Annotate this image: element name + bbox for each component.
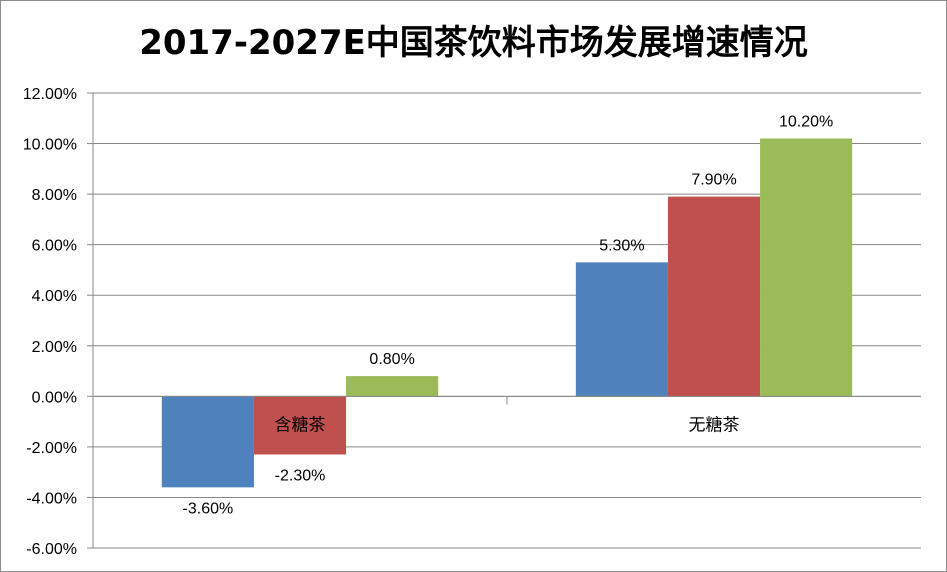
y-tick-label: -2.00%: [26, 440, 77, 457]
y-tick-label: 12.00%: [23, 86, 77, 103]
chart-title: 2017-2027E中国茶饮料市场发展增速情况: [139, 23, 808, 63]
data-label: 5.30%: [599, 237, 644, 254]
data-label: -3.60%: [183, 500, 234, 517]
bar: [253, 396, 347, 455]
bar: [575, 262, 668, 397]
category-label: 无糖茶: [689, 415, 740, 435]
y-tick-label: -4.00%: [26, 490, 77, 507]
data-label: 10.20%: [779, 114, 833, 131]
data-label: -2.30%: [275, 467, 326, 484]
y-tick-label: 6.00%: [32, 238, 77, 255]
bar: [346, 376, 439, 397]
bar: [161, 396, 254, 488]
y-tick-label: 8.00%: [32, 187, 77, 204]
data-label: 0.80%: [369, 351, 414, 368]
y-tick-label: 4.00%: [32, 288, 77, 305]
bar: [760, 138, 853, 397]
data-label: 7.90%: [691, 172, 736, 189]
y-tick-label: -6.00%: [26, 541, 77, 558]
category-label: 含糖茶: [275, 415, 326, 435]
y-tick-label: 2.00%: [32, 339, 77, 356]
y-tick-label: 0.00%: [32, 389, 77, 406]
bar: [667, 196, 761, 397]
y-tick-label: 10.00%: [23, 137, 77, 154]
